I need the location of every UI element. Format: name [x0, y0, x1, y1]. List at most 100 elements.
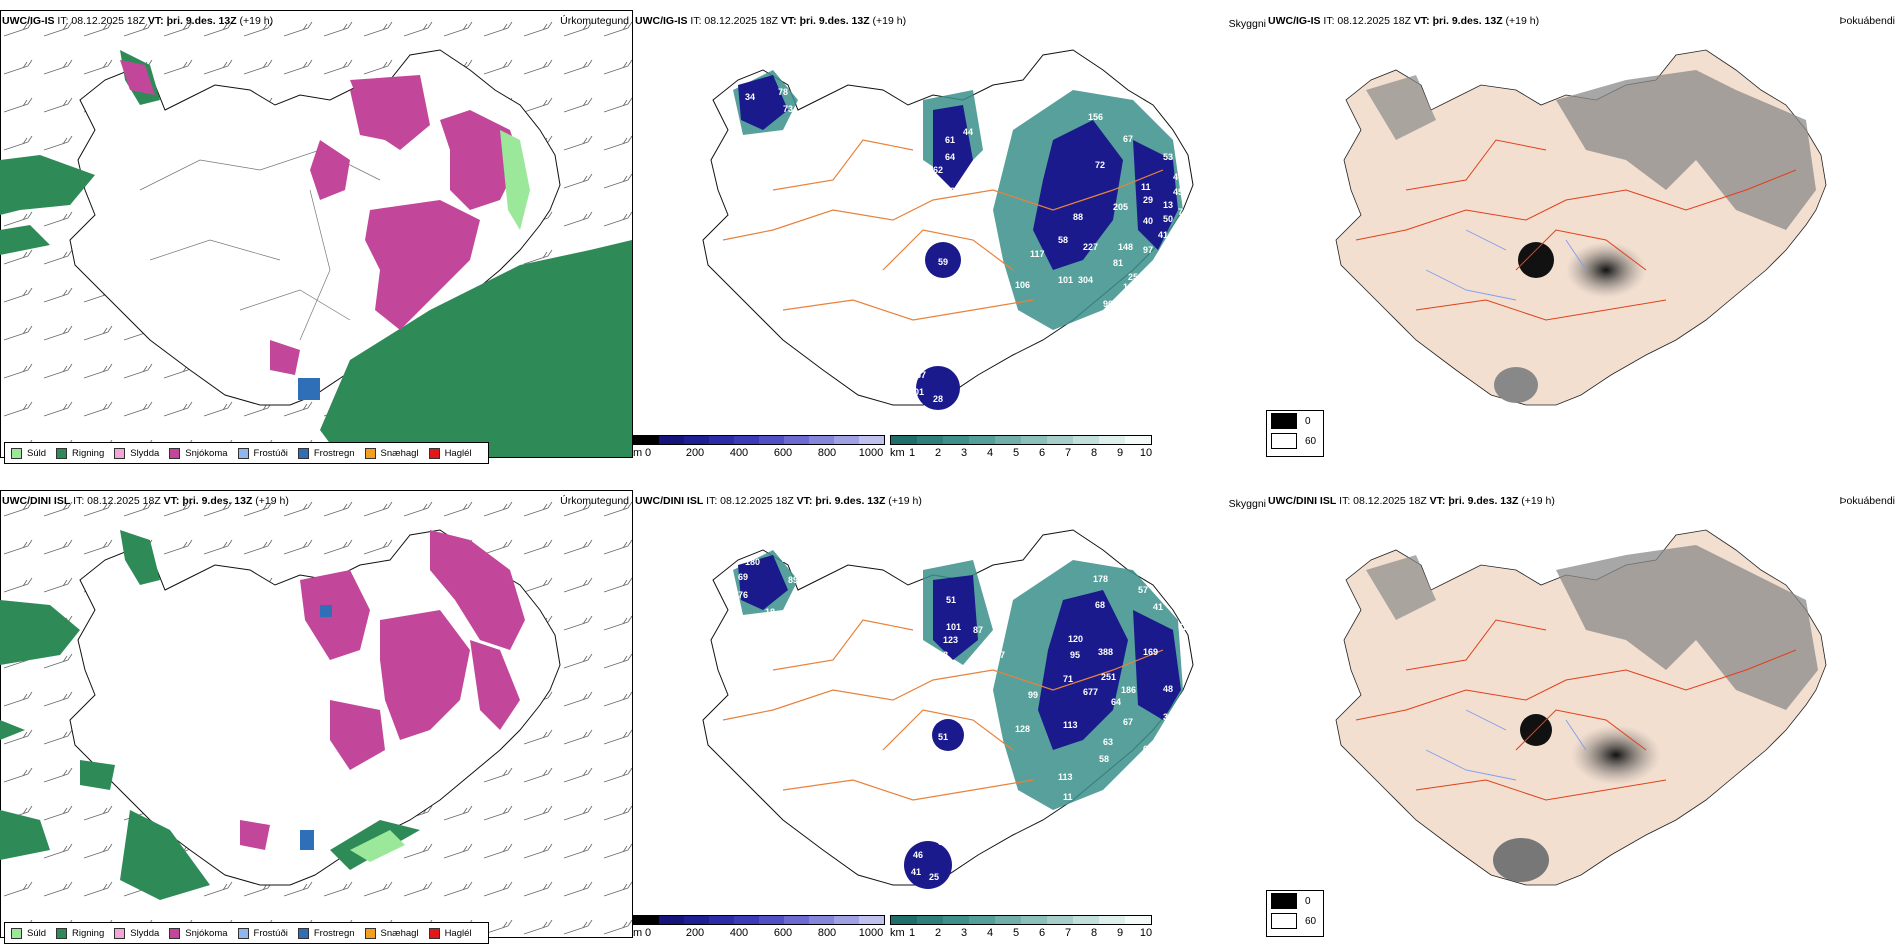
peak-label: 81	[1113, 258, 1123, 268]
tick: 6	[1038, 447, 1046, 459]
peak-label: 87	[973, 625, 983, 635]
cbar-unit: m	[633, 927, 643, 939]
peak-label: 11	[1141, 182, 1151, 192]
panel-title: UWC/IG-IS IT: 08.12.2025 18Z VT: þri. 9.…	[635, 15, 907, 27]
peak-label: 59	[938, 257, 948, 267]
peak-label: 156	[1088, 112, 1103, 122]
peak-label: 123	[943, 635, 958, 645]
peak-label: 40	[1143, 216, 1153, 226]
precip-type-legend: Súld Rigning Slydda Snjókoma Frostúði Fr…	[4, 922, 489, 944]
fog-legend-value: 60	[1305, 435, 1317, 447]
cbar-unit: km	[890, 447, 905, 459]
peak-label: 41	[1153, 602, 1163, 612]
peak-label: 48	[1163, 684, 1173, 694]
peak-label: 76	[738, 590, 748, 600]
peak-label: 89	[788, 575, 798, 585]
peak-label: 58	[938, 837, 948, 847]
panel-title: UWC/DINI ISL IT: 08.12.2025 18Z VT: þri.…	[635, 495, 922, 507]
tick: 400	[729, 927, 749, 939]
peak-label: 61	[945, 135, 955, 145]
peak-label: 07	[748, 160, 758, 170]
tick: 8	[1090, 447, 1098, 459]
legend-item: Frostúði	[237, 447, 288, 459]
peak-label: 92	[973, 204, 983, 214]
peak-label: 57	[1145, 304, 1155, 314]
precip-map	[0, 490, 632, 937]
peak-label: 62	[933, 165, 943, 175]
peak-label: 57	[1138, 585, 1148, 595]
precip-panel-row2: UWC/DINI ISL IT: 08.12.2025 18Z VT: þri.…	[0, 490, 633, 952]
tick: 5	[1012, 927, 1020, 939]
tick: 1000	[858, 447, 884, 459]
legend-item: Rigning	[56, 927, 104, 939]
peak-label: 68	[1095, 600, 1105, 610]
peak-label: 63	[1103, 737, 1113, 747]
tick: 9	[1116, 447, 1124, 459]
peak-label: 59	[1178, 607, 1188, 617]
legend-item: Slydda	[114, 447, 159, 459]
peak-label: 186	[1121, 685, 1136, 695]
peak-label: 388	[1098, 647, 1113, 657]
peak-label: 51	[938, 732, 948, 742]
peak-label: 71	[1063, 674, 1073, 684]
peak-label: 76	[1103, 324, 1113, 334]
tick: 9	[1116, 927, 1124, 939]
peak-label: 67	[916, 370, 926, 380]
peak-label: 37	[1153, 257, 1163, 267]
tick: 800	[817, 927, 837, 939]
peak-label: 95	[1070, 650, 1080, 660]
peak-label: 50	[1163, 214, 1173, 224]
tick: 8	[1090, 927, 1098, 939]
peak-label: 101	[946, 622, 961, 632]
peak-label: 113	[1063, 720, 1078, 730]
peak-label: 41	[1158, 230, 1168, 240]
peak-label: 78	[778, 87, 788, 97]
legend-item: Snæhagl	[364, 447, 419, 459]
peak-label: 67	[1123, 134, 1133, 144]
peak-label: 25	[929, 872, 939, 882]
peak-label: 99	[969, 180, 979, 190]
legend-item: Snjókoma	[169, 927, 228, 939]
peak-label: 99	[1028, 690, 1038, 700]
precip-type-legend: Súld Rigning Slydda Snjókoma Frostúði Fr…	[4, 442, 489, 464]
peak-label: 13	[1163, 200, 1173, 210]
peak-label: 81	[1003, 792, 1013, 802]
visibility-colorbar: km 1 2 3 4 5 6 7 8 9 10	[888, 915, 1158, 941]
tick: 200	[685, 447, 705, 459]
cbar-unit: km	[890, 927, 905, 939]
cloud-panel-row2: UWC/DINI ISL IT: 08.12.2025 18Z VT: þri.…	[633, 490, 1266, 952]
panel-label: Skyggni	[1228, 18, 1266, 30]
tick: 1	[908, 447, 916, 459]
tick: 5	[1012, 447, 1020, 459]
legend-item: Súld	[11, 447, 46, 459]
visibility-colorbar: km 1 2 3 4 5 6 7 8 9 10	[888, 435, 1158, 461]
peak-label: 67	[1123, 717, 1133, 727]
peak-label: 251	[1101, 672, 1116, 682]
tick: 7	[1064, 927, 1072, 939]
panel-title: UWC/IG-IS IT: 08.12.2025 18Z VT: þri. 9.…	[2, 15, 274, 27]
peak-label: 01	[914, 387, 924, 397]
peak-label: 304	[1078, 275, 1093, 285]
tick: 0	[644, 447, 652, 459]
legend-item: Frostúði	[237, 927, 288, 939]
panel-label: Skyggni	[1228, 498, 1266, 510]
cloud-base-colorbar: m 0 200 400 600 800 1000	[633, 915, 893, 941]
panel-title: UWC/DINI ISL IT: 08.12.2025 18Z VT: þri.…	[2, 495, 289, 507]
panel-label: Þokuábendi	[1839, 495, 1895, 507]
fog-legend-value: 0	[1305, 415, 1311, 427]
peak-label: 178	[1093, 574, 1108, 584]
tick: 800	[817, 447, 837, 459]
tick: 2	[934, 927, 942, 939]
tick: 7	[1064, 447, 1072, 459]
peak-label: 106	[1015, 280, 1030, 290]
panel-label: Úrkomutegund	[560, 495, 629, 507]
cbar-unit: m	[633, 447, 643, 459]
peak-label: 227	[1083, 242, 1098, 252]
peak-labels: 78 73 91 34 07 61 64 44 62 82 99 92 96 1…	[745, 87, 1188, 404]
tick: 1	[908, 927, 916, 939]
peak-label: 58	[1099, 754, 1109, 764]
fog-legend: 0 60	[1266, 890, 1324, 937]
peak-label: 677	[1083, 687, 1098, 697]
panel-title: UWC/IG-IS IT: 08.12.2025 18Z VT: þri. 9.…	[1268, 15, 1540, 27]
peak-label: 45	[1148, 288, 1158, 298]
